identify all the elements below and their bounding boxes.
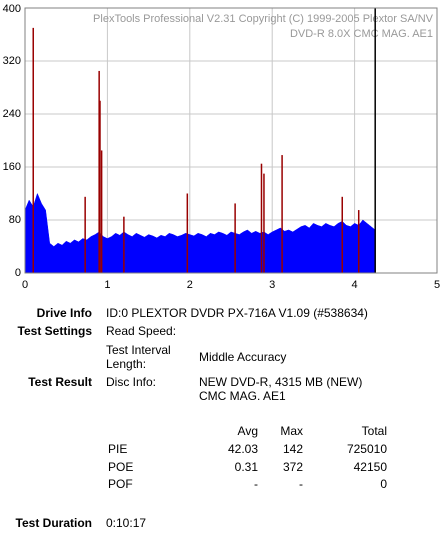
chart: 0 80 160 240 320 400 0 1 2 3 4 5 PlexTools Professio… — [3, 3, 440, 291]
value: Test Interval Length: — [106, 343, 171, 371]
table-cell: 0 — [380, 477, 387, 491]
x-tick-label: 3 — [269, 279, 275, 291]
value: Middle Accuracy — [199, 350, 287, 364]
y-tick-label: 0 — [15, 267, 21, 279]
area — [24, 192, 376, 274]
plot-border — [24, 7, 438, 274]
y-tick-label: 400 — [3, 3, 21, 15]
bar — [186, 193, 189, 273]
table-cell: 142 — [282, 442, 303, 456]
x-tick-label: 2 — [187, 279, 193, 291]
table-cell: - — [254, 477, 258, 491]
label: Test Result — [28, 375, 92, 389]
table-cell: Avg — [237, 424, 258, 438]
y-tick-label: 80 — [9, 214, 21, 226]
y-tick-label: 240 — [3, 108, 21, 120]
value: 0:10:17 — [106, 516, 147, 530]
table-cell: Total — [361, 424, 387, 438]
bar — [341, 196, 343, 273]
table-cell: POE — [108, 459, 134, 474]
bar — [357, 210, 360, 273]
table-cell: 372 — [282, 459, 303, 474]
label: Test Settings — [17, 324, 92, 338]
bar — [100, 150, 103, 273]
value: NEW DVD-R, 4315 MB (NEW) — [199, 375, 363, 389]
x-tick-label: 0 — [22, 279, 28, 291]
value: Read Speed: — [106, 324, 177, 338]
table-cell: POF — [108, 477, 133, 491]
table-cell: - — [299, 477, 303, 491]
watermark: DVD-R 8.0X CMC MAG. AE1 — [290, 28, 433, 40]
value: Disc Info: — [106, 375, 157, 389]
label: Drive Info — [36, 306, 92, 320]
x-tick-label: 5 — [434, 279, 440, 291]
y-tick-label: 320 — [3, 55, 21, 67]
y-tick-label: 160 — [3, 161, 21, 173]
x-tick-label: 1 — [104, 279, 110, 291]
table-cell: 725010 — [346, 442, 387, 456]
bar — [281, 155, 283, 273]
bar — [84, 196, 86, 273]
watermark: PlexTools Professional V2.31 Copyright (… — [93, 13, 434, 25]
bar — [260, 163, 263, 273]
bar — [263, 173, 265, 273]
bar — [234, 203, 236, 273]
label: Test Duration — [15, 516, 92, 530]
x-tick-label: 4 — [352, 279, 358, 291]
table-cell: PIE — [108, 442, 128, 456]
value: CMC MAG. AE1 — [199, 389, 286, 403]
bar — [98, 70, 100, 273]
value: ID:0 PLEXTOR DVDR PX-716A V1.09 (#538634… — [106, 306, 368, 320]
table-cell: Max — [280, 424, 303, 438]
bar — [32, 27, 34, 273]
bar — [99, 100, 101, 273]
table-cell: 42150 — [353, 459, 387, 474]
bar — [123, 216, 125, 273]
table-cell: 0.31 — [234, 459, 258, 474]
table-cell: 42.03 — [227, 442, 258, 456]
